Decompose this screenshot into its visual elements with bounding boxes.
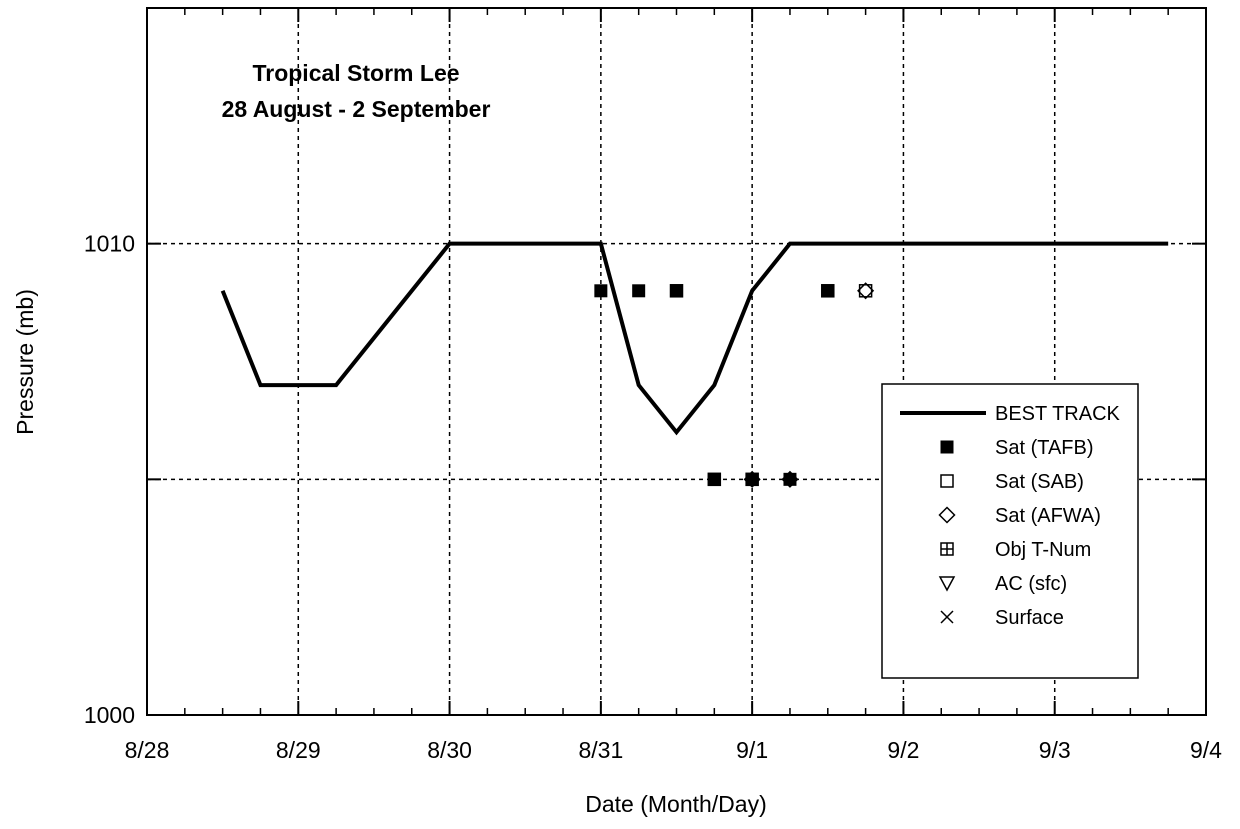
plot-frame (146, 7, 1207, 716)
marker-sat-tafb (670, 284, 683, 298)
grid-lines (147, 8, 1206, 715)
legend-label-obj-t-num: Obj T-Num (995, 539, 1091, 561)
legend-swatch-surface (940, 610, 954, 624)
marker-sat-sab (858, 284, 873, 298)
x-tick-label: 8/28 (125, 737, 170, 763)
legend-swatch-ac-sfc (938, 576, 956, 592)
x-tick-label: 9/2 (887, 737, 919, 763)
legend-label-surface: Surface (995, 607, 1064, 629)
x-tick-label: 9/1 (736, 737, 768, 763)
chart-title-line-1: Tropical Storm Lee (252, 60, 459, 86)
legend-label-sat-sab: Sat (SAB) (995, 471, 1084, 493)
legend-swatch-surface-b (940, 610, 954, 624)
series-layer (220, 241, 1169, 488)
marker-sat-tafb (783, 472, 797, 486)
chart-title-line-2: 28 August - 2 September (222, 96, 491, 122)
legend-swatch-obj-t-num (940, 542, 954, 556)
marker-sat-tafb (821, 284, 835, 298)
legend-box (881, 383, 1139, 679)
x-axis-title: Date (Month/Day) (585, 791, 767, 817)
marker-sat-sab (821, 284, 835, 298)
marker-sat-sab (707, 472, 722, 487)
legend-label-best-track: BEST TRACK (995, 403, 1121, 425)
series-line-best-track (220, 241, 1169, 436)
legend: BEST TRACK Sat (TAFB) Sat (SAB) Sat (AFWA) O… (881, 383, 1139, 679)
legend-swatch-sat-tafb (940, 440, 954, 454)
x-tick-label: 8/29 (276, 737, 321, 763)
marker-sat-tafb (707, 472, 721, 486)
marker-sat-afwa (857, 282, 875, 300)
y-tick-labels: 1000 1010 (84, 231, 135, 728)
marker-sat-afwa (743, 470, 761, 488)
marker-sat-afwa (781, 470, 799, 488)
marker-sat-sab (745, 472, 759, 487)
x-tick-label: 9/4 (1190, 737, 1222, 763)
marker-sat-sab (669, 284, 684, 298)
x-tick-label: 8/31 (578, 737, 623, 763)
legend-label-ac-sfc: AC (sfc) (995, 573, 1067, 595)
x-tick-label: 9/3 (1039, 737, 1071, 763)
marker-sat-tafb (632, 284, 646, 298)
y-axis-title: Pressure (mb) (12, 289, 38, 435)
legend-items: BEST TRACK Sat (TAFB) Sat (SAB) Sat (AFWA) O… (900, 403, 1121, 629)
y-tick-label: 1010 (84, 231, 135, 257)
legend-swatch-sat-sab (940, 474, 954, 488)
y-tick-label: 1000 (84, 702, 135, 728)
legend-label-sat-tafb: Sat (TAFB) (995, 437, 1094, 459)
marker-sat-tafb (594, 284, 608, 298)
legend-label-sat-afwa: Sat (AFWA) (995, 505, 1101, 527)
x-tick-labels: 8/28 8/29 8/30 8/31 9/1 9/2 9/3 9/4 (125, 737, 1223, 763)
x-tick-label: 8/30 (427, 737, 472, 763)
legend-swatch-sat-afwa (938, 506, 956, 524)
